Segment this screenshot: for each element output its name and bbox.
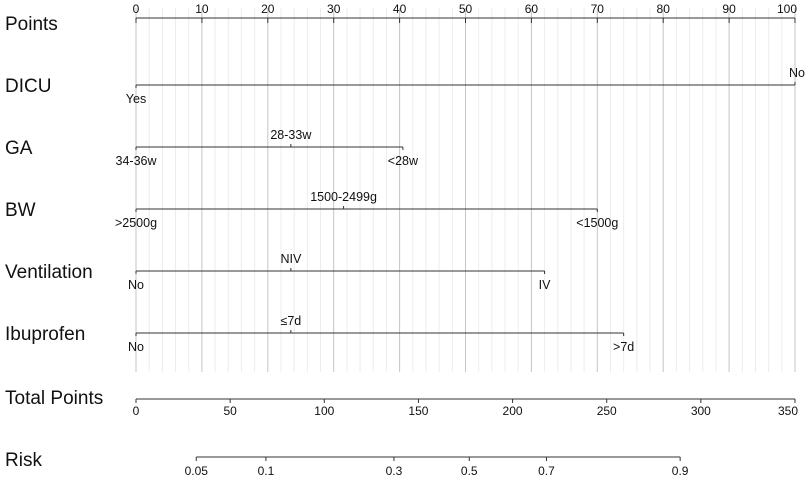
predictor-label: BW (5, 200, 36, 221)
points-tick-label: 80 (657, 2, 671, 16)
points-tick-label: 70 (591, 2, 605, 16)
category-label: ≤7d (280, 314, 301, 328)
points-tick-label: 0 (133, 2, 140, 16)
risk-tick-label: 0.3 (386, 464, 403, 478)
total-points-tick-label: 350 (778, 404, 798, 418)
total-points-tick-label: 250 (597, 404, 617, 418)
label-layer: Points 0 10 20 30 40 50 60 70 80 90 100 DICU Yes No GA 3… (5, 2, 805, 478)
category-label: No (789, 66, 805, 80)
category-label: No (128, 340, 144, 354)
total-points-tick-label: 100 (314, 404, 334, 418)
category-label: 28-33w (270, 128, 312, 142)
grid-layer (135, 8, 796, 372)
risk-tick-label: 0.05 (185, 464, 209, 478)
risk-tick-label: 0.5 (461, 464, 478, 478)
category-label: Yes (126, 92, 146, 106)
category-label: 34-36w (116, 154, 158, 168)
total-points-tick-label: 50 (223, 404, 237, 418)
points-tick-label: 10 (195, 2, 209, 16)
points-tick-label: 50 (459, 2, 473, 16)
total-points-label: Total Points (5, 388, 103, 409)
predictor-label: GA (5, 138, 33, 159)
category-label: <28w (388, 154, 419, 168)
category-label: <1500g (576, 216, 618, 230)
category-label: NIV (280, 252, 302, 266)
total-points-tick-label: 150 (408, 404, 428, 418)
total-points-tick-label: 200 (503, 404, 523, 418)
total-points-tick-label: 300 (691, 404, 711, 418)
points-tick-label: 20 (261, 2, 275, 16)
category-label: >2500g (115, 216, 157, 230)
risk-tick-label: 0.7 (538, 464, 555, 478)
category-label: >7d (613, 340, 634, 354)
points-tick-label: 30 (327, 2, 341, 16)
points-row-label: Points (5, 14, 58, 35)
predictor-label: Ventilation (5, 262, 93, 283)
points-tick-label: 40 (393, 2, 407, 16)
risk-label: Risk (5, 450, 42, 471)
risk-tick-label: 0.1 (258, 464, 275, 478)
predictor-label: DICU (5, 76, 51, 97)
mark-layer (135, 17, 796, 461)
total-points-tick-label: 0 (133, 404, 140, 418)
risk-tick-label: 0.9 (672, 464, 689, 478)
points-tick-label: 60 (525, 2, 539, 16)
predictor-label: Ibuprofen (5, 324, 85, 345)
category-label: IV (539, 278, 551, 292)
points-tick-label: 90 (722, 2, 736, 16)
category-label: No (128, 278, 144, 292)
category-label: 1500-2499g (310, 190, 377, 204)
points-tick-label: 100 (777, 2, 797, 16)
